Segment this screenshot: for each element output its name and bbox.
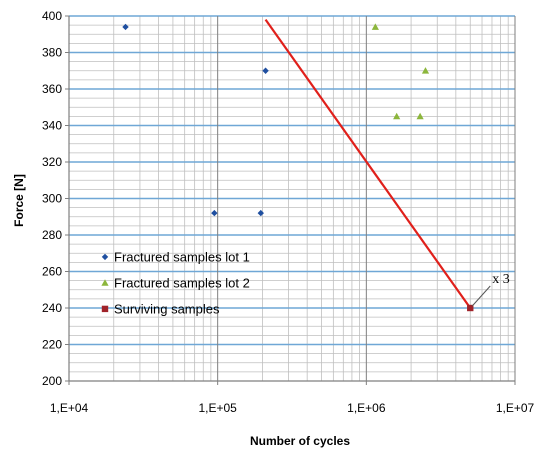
y-tick-label: 400	[42, 9, 62, 23]
x-axis-title: Number of cycles	[250, 434, 350, 448]
y-tick-label: 380	[42, 46, 62, 60]
legend-label-3: Surviving samples	[114, 301, 220, 316]
minor-grid	[69, 16, 515, 381]
y-axis-title: Force [N]	[12, 174, 26, 227]
annotation-leader	[471, 285, 491, 307]
y-tick-label: 360	[42, 82, 62, 96]
annotation-label: x 3	[492, 272, 510, 287]
legend-label-2: Fractured samples lot 2	[114, 275, 250, 290]
legend-label-1: Fractured samples lot 1	[114, 249, 250, 264]
data-point-s1-p1	[122, 23, 129, 31]
y-tick-label: 260	[42, 265, 62, 279]
data-point-s1-p2	[262, 67, 269, 74]
data-point-s2-p3	[393, 112, 401, 120]
trend-line-group	[264, 19, 472, 309]
y-tick-label: 300	[42, 192, 62, 206]
data-points	[122, 23, 474, 312]
data-point-s2-p2	[421, 67, 430, 74]
data-point-s1-p4	[257, 209, 264, 217]
data-point-s2-p4	[416, 112, 424, 120]
y-tick-label: 220	[42, 338, 62, 352]
data-point-s1-p3	[211, 209, 218, 217]
legend-marker-1	[101, 253, 109, 261]
annotations: x 3	[471, 272, 510, 307]
y-tick-label: 200	[42, 374, 62, 388]
x-tick-label: 1,E+06	[347, 401, 386, 415]
y-tick-label: 320	[42, 155, 62, 169]
legend: Fractured samples lot 1 Fractured samples…	[101, 249, 250, 316]
y-tick-label: 240	[42, 301, 62, 315]
trend-line	[264, 19, 472, 309]
data-point-s3-p1	[467, 304, 474, 312]
legend-marker-3	[101, 305, 109, 313]
x-tick-label: 1,E+05	[198, 401, 237, 415]
y-tick-label: 280	[42, 228, 62, 242]
x-tick-label: 1,E+07	[496, 401, 535, 415]
legend-marker-2	[101, 279, 109, 286]
x-tick-label: 1,E+04	[50, 401, 89, 415]
y-tick-label: 340	[42, 119, 62, 133]
data-point-s2-p1	[371, 23, 379, 30]
tick-labels: 200 220 240 260 280 300 320 340 360 380 400 1,E+04 1…	[42, 9, 535, 415]
axes	[65, 15, 516, 385]
